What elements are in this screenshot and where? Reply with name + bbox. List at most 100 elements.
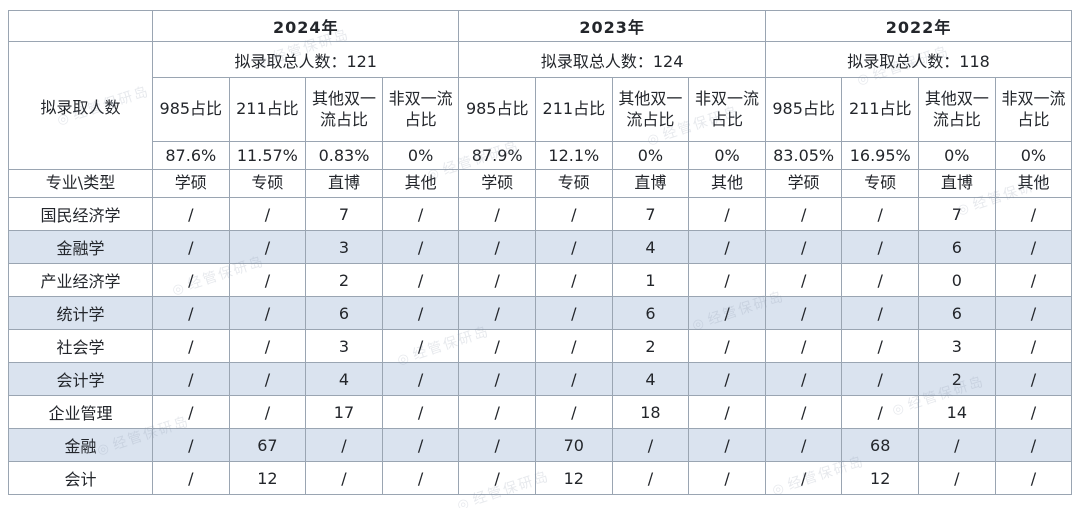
watermark-logo-icon: ◎ <box>455 495 473 508</box>
ratio-value: 16.95% <box>841 141 920 170</box>
value-cell: / <box>458 428 537 462</box>
value-cell: / <box>152 428 230 462</box>
value-cell: / <box>994 296 1073 330</box>
type-header-qita: 其他 <box>994 169 1073 198</box>
value-cell: / <box>841 395 920 429</box>
subject-label: 产业经济学 <box>8 263 153 297</box>
value-cell: / <box>458 395 537 429</box>
value-cell: 68 <box>841 428 920 462</box>
value-cell: 4 <box>611 362 690 396</box>
year-header-2022: 2022年 <box>764 10 1073 42</box>
type-header-zhuanshuo: 专硕 <box>228 169 307 198</box>
ratio-header-other-dfc: 其他双一流占比 <box>611 77 690 142</box>
value-cell: / <box>918 461 996 495</box>
type-header-xueshuo: 学硕 <box>152 169 230 198</box>
table-row: 产业经济学 //2///1///0/ <box>8 263 1073 297</box>
value-cell: 7 <box>611 197 690 231</box>
value-cell: / <box>381 263 460 297</box>
ratio-value: 0% <box>994 141 1073 170</box>
value-cell: / <box>381 395 460 429</box>
value-cell: / <box>611 428 690 462</box>
value-cell: / <box>841 296 920 330</box>
total-2024: 拟录取总人数：121 <box>151 41 460 78</box>
type-header-zhibo: 直博 <box>305 169 383 198</box>
ratio-header-985: 985占比 <box>152 77 230 142</box>
table-row: 金融学 //3///4///6/ <box>8 230 1073 264</box>
value-cell: 12 <box>841 461 920 495</box>
type-header-zhuanshuo: 专硕 <box>841 169 920 198</box>
value-cell: 4 <box>611 230 690 264</box>
table-row: 会计学 //4///4///2/ <box>8 362 1073 396</box>
value-cell: / <box>688 230 766 264</box>
value-cell: / <box>458 329 537 363</box>
value-cell: / <box>994 395 1073 429</box>
value-cell: / <box>841 230 920 264</box>
value-cell: / <box>994 197 1073 231</box>
ratio-header-985: 985占比 <box>764 77 843 142</box>
value-cell: 0 <box>918 263 996 297</box>
value-cell: 12 <box>228 461 307 495</box>
ratio-header-row: 985占比 211占比 其他双一流占比 非双一流占比 985占比 211占比 其… <box>9 77 1073 142</box>
value-cell: / <box>228 296 307 330</box>
ratio-value: 0% <box>381 141 460 170</box>
value-cell: / <box>764 395 843 429</box>
value-cell: / <box>381 329 460 363</box>
value-cell: / <box>688 263 766 297</box>
value-cell: / <box>841 263 920 297</box>
value-cell: / <box>152 230 230 264</box>
value-cell: 6 <box>611 296 690 330</box>
ratio-header-other-dfc: 其他双一流占比 <box>305 77 383 142</box>
year-header-2024: 2024年 <box>151 10 460 42</box>
table-row: 社会学 //3///2///3/ <box>8 329 1073 363</box>
ratio-header-211: 211占比 <box>535 77 613 142</box>
value-cell: 7 <box>918 197 996 231</box>
value-cell: / <box>688 296 766 330</box>
value-cell: / <box>841 197 920 231</box>
ratio-value-row: 87.6% 11.57% 0.83% 0% 87.9% 12.1% 0% 0% … <box>9 141 1073 170</box>
value-cell: / <box>381 197 460 231</box>
type-header-qita: 其他 <box>688 169 766 198</box>
value-cell: / <box>381 230 460 264</box>
table-row: 企业管理 //17///18///14/ <box>8 395 1073 429</box>
value-cell: 6 <box>918 296 996 330</box>
value-cell: / <box>152 395 230 429</box>
ratio-header-211: 211占比 <box>841 77 920 142</box>
value-cell: / <box>918 428 996 462</box>
admissions-table: 2024年 2023年 2022年 拟录取人数 拟录取总人数：121 拟录取总人… <box>8 10 1073 495</box>
value-cell: / <box>458 362 537 396</box>
value-cell: 7 <box>305 197 383 231</box>
table-row: 金融/67///70///68// <box>8 428 1073 462</box>
value-cell: / <box>764 296 843 330</box>
value-cell: / <box>611 461 690 495</box>
type-header-zhibo: 直博 <box>918 169 996 198</box>
value-cell: / <box>381 461 460 495</box>
value-cell: / <box>764 461 843 495</box>
value-cell: / <box>535 263 613 297</box>
value-cell: 3 <box>305 230 383 264</box>
value-cell: 70 <box>535 428 613 462</box>
value-cell: / <box>228 329 307 363</box>
type-header-zhibo: 直博 <box>611 169 690 198</box>
value-cell: / <box>535 230 613 264</box>
type-header-xueshuo: 学硕 <box>764 169 843 198</box>
ratio-header-non-dfc: 非双一流占比 <box>381 77 460 142</box>
value-cell: / <box>152 197 230 231</box>
value-cell: / <box>764 230 843 264</box>
value-cell: / <box>688 461 766 495</box>
total-row: 拟录取人数 拟录取总人数：121 拟录取总人数：124 拟录取总人数：118 <box>8 41 1073 170</box>
value-cell: 17 <box>305 395 383 429</box>
value-cell: / <box>764 428 843 462</box>
value-cell: / <box>152 461 230 495</box>
value-cell: 1 <box>611 263 690 297</box>
subject-label: 会计 <box>8 461 153 495</box>
value-cell: / <box>535 329 613 363</box>
value-cell: / <box>305 461 383 495</box>
ratio-value: 87.6% <box>152 141 230 170</box>
ratio-header-985: 985占比 <box>458 77 537 142</box>
subject-label: 国民经济学 <box>8 197 153 231</box>
value-cell: / <box>152 329 230 363</box>
value-cell: / <box>305 428 383 462</box>
value-cell: / <box>228 263 307 297</box>
value-cell: / <box>228 362 307 396</box>
